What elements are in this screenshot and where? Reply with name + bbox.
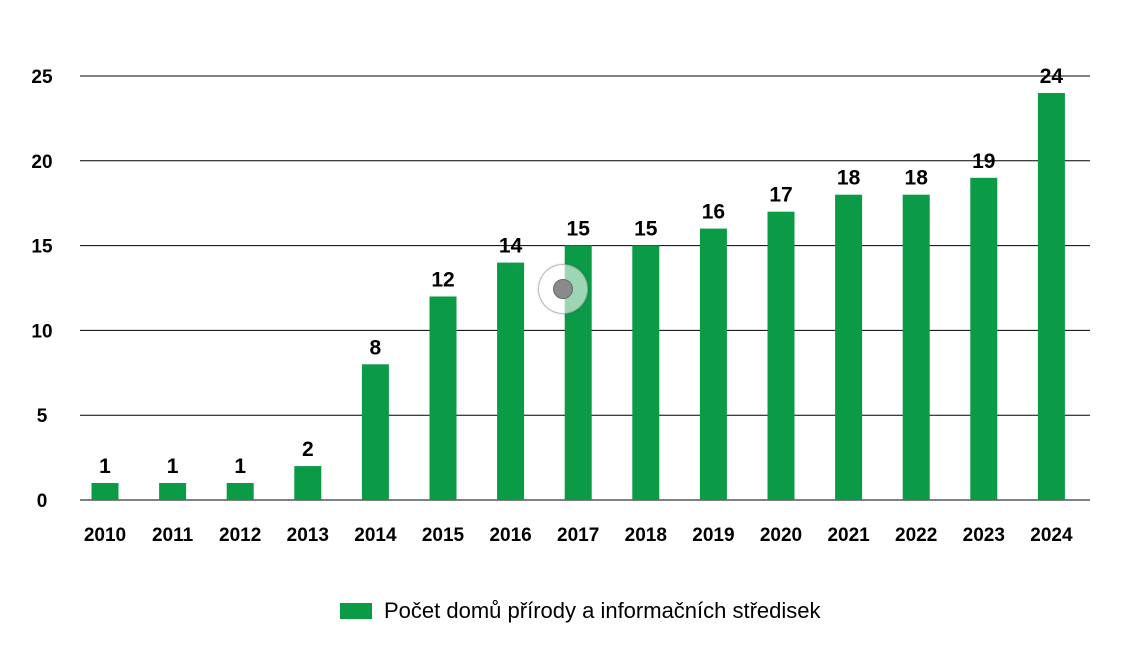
bar-2016 — [497, 262, 525, 500]
bar-2013 — [294, 466, 322, 500]
data-label-2021: 18 — [837, 167, 861, 190]
x-tick-label-2013: 2013 — [287, 525, 329, 546]
bar-2019 — [699, 228, 727, 500]
y-axis-ticks: 0 5 10 15 20 25 — [31, 67, 53, 512]
x-tick-label-2011: 2011 — [152, 525, 194, 546]
x-tick-label-2017: 2017 — [557, 525, 599, 546]
data-label-2011: 1 — [167, 455, 179, 478]
bar-2024 — [1037, 93, 1065, 500]
cursor-dot — [553, 279, 573, 299]
data-label-2014: 8 — [370, 336, 382, 359]
data-label-2015: 12 — [431, 269, 454, 292]
bar-2010 — [91, 483, 119, 500]
data-label-2023: 19 — [972, 150, 995, 173]
bar-2012 — [226, 483, 254, 500]
bar-2022 — [902, 194, 930, 500]
data-label-2018: 15 — [634, 218, 658, 241]
data-label-2017: 15 — [567, 218, 591, 241]
data-label-2016: 14 — [499, 235, 523, 258]
legend: Počet domů přírody a informačních středi… — [340, 596, 821, 626]
bar-2018 — [632, 245, 660, 500]
bar-2014 — [361, 364, 389, 500]
data-label-2022: 18 — [905, 167, 929, 190]
x-tick-label-2021: 2021 — [827, 525, 870, 546]
x-tick-label-2014: 2014 — [354, 525, 397, 546]
x-tick-label-2024: 2024 — [1030, 525, 1073, 546]
bars — [91, 93, 1065, 501]
x-axis-ticks: 2010 2011 2012 2013 2014 2015 2016 2017 2018 2019… — [84, 525, 1073, 546]
x-tick-label-2023: 2023 — [963, 525, 1005, 546]
data-label-2020: 17 — [769, 184, 792, 207]
legend-swatch — [340, 603, 372, 619]
bar-2021 — [835, 194, 863, 500]
x-tick-label-2020: 2020 — [760, 525, 802, 546]
x-tick-label-2018: 2018 — [625, 525, 667, 546]
bar-2023 — [970, 177, 998, 501]
y-tick-label: 10 — [31, 321, 52, 342]
x-tick-label-2012: 2012 — [219, 525, 261, 546]
y-tick-label: 15 — [31, 237, 53, 258]
x-tick-label-2019: 2019 — [692, 525, 734, 546]
data-label-2013: 2 — [302, 438, 314, 461]
data-label-2024: 24 — [1040, 65, 1064, 88]
x-tick-label-2010: 2010 — [84, 525, 126, 546]
data-label-2019: 16 — [702, 201, 725, 224]
legend-label: Počet domů přírody a informačních středi… — [384, 598, 821, 623]
data-label-2012: 1 — [234, 455, 246, 478]
x-tick-label-2015: 2015 — [422, 525, 465, 546]
y-tick-label: 0 — [37, 491, 48, 512]
bar-2011 — [159, 483, 187, 500]
x-tick-label-2022: 2022 — [895, 525, 937, 546]
x-tick-label-2016: 2016 — [489, 525, 531, 546]
mouse-cursor-indicator — [538, 264, 588, 314]
y-tick-label: 20 — [31, 152, 52, 173]
bar-2020 — [767, 211, 795, 500]
data-label-2010: 1 — [99, 455, 111, 478]
bar-2015 — [429, 296, 457, 500]
y-tick-label: 5 — [37, 406, 48, 427]
y-tick-label: 25 — [31, 67, 53, 88]
